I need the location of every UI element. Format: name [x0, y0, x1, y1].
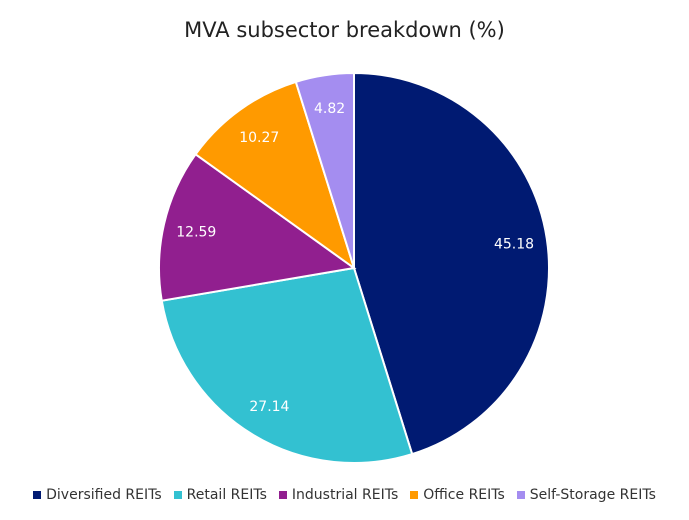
pie-slice-self-storage-reits[interactable]: [294, 71, 355, 269]
legend-label: Office REITs: [423, 487, 505, 503]
pie-slice-office-reits[interactable]: [194, 80, 356, 271]
chart-title: MVA subsector breakdown (%): [184, 18, 505, 42]
pie-slice-diversified-reits[interactable]: [353, 71, 550, 456]
legend-label: Diversified REITs: [46, 487, 162, 503]
legend-swatch: [173, 491, 182, 499]
pie-slice-industrial-reits[interactable]: [158, 152, 357, 302]
data-label: 12.59: [176, 225, 216, 241]
legend-item-retail[interactable]: Retail REITs: [173, 487, 267, 503]
pie-slice-retail-reits[interactable]: [160, 266, 414, 464]
legend: Diversified REITs Retail REITs Industria…: [0, 487, 689, 503]
data-label: 4.82: [314, 101, 345, 117]
data-label: 45.18: [494, 237, 534, 253]
data-label: 10.27: [239, 130, 279, 146]
legend-label: Industrial REITs: [291, 487, 399, 503]
data-label: 27.14: [249, 399, 289, 415]
legend-swatch: [278, 491, 287, 499]
legend-swatch: [410, 491, 419, 499]
legend-label: Retail REITs: [186, 487, 267, 503]
legend-swatch: [33, 491, 42, 499]
legend-item-diversified[interactable]: Diversified REITs: [33, 487, 162, 503]
legend-item-industrial[interactable]: Industrial REITs: [278, 487, 399, 503]
legend-item-self-storage[interactable]: Self-Storage REITs: [516, 487, 656, 503]
legend-swatch: [516, 491, 525, 499]
legend-label: Self-Storage REITs: [529, 487, 656, 503]
legend-item-office[interactable]: Office REITs: [410, 487, 505, 503]
